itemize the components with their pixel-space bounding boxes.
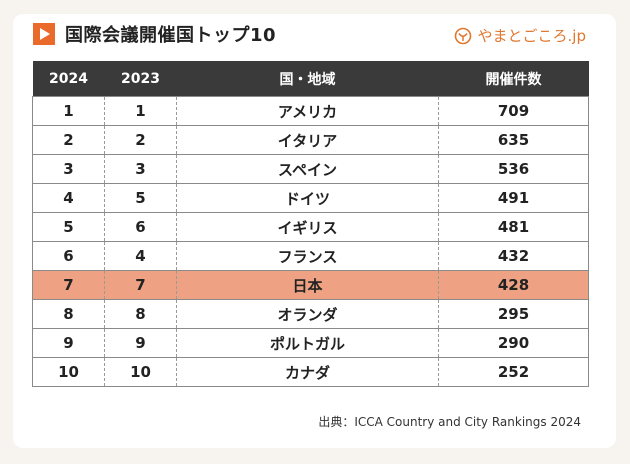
cell-rank-2023: 4 [104, 241, 177, 271]
cell-country: カナダ [176, 357, 439, 387]
cell-count: 481 [438, 212, 589, 242]
cell-count: 252 [438, 357, 589, 387]
cell-rank-2023: 7 [104, 270, 177, 300]
cell-rank-2024: 8 [32, 299, 105, 329]
cell-count: 295 [438, 299, 589, 329]
header-2023: 2023 [104, 61, 177, 97]
header-count: 開催件数 [438, 61, 589, 97]
table-row: 1 1 アメリカ 709 [32, 96, 589, 126]
cell-rank-2023: 1 [104, 96, 177, 126]
table-row: 3 3 スペイン 536 [32, 154, 589, 184]
cell-rank-2023: 10 [104, 357, 177, 387]
table-row: 10 10 カナダ 252 [32, 357, 589, 387]
table-row: 2 2 イタリア 635 [32, 125, 589, 155]
cell-count: 635 [438, 125, 589, 155]
cell-rank-2023: 5 [104, 183, 177, 213]
table-row: 6 4 フランス 432 [32, 241, 589, 271]
table-row: 4 5 ドイツ 491 [32, 183, 589, 213]
yamatogokoro-logo-icon [454, 27, 472, 45]
table-row: 5 6 イギリス 481 [32, 212, 589, 242]
cell-rank-2024: 6 [32, 241, 105, 271]
cell-country: ポルトガル [176, 328, 439, 358]
cell-rank-2024: 4 [32, 183, 105, 213]
cell-count: 536 [438, 154, 589, 184]
cell-count: 428 [438, 270, 589, 300]
ranking-table: 2024 2023 国・地域 開催件数 1 1 アメリカ 709 2 2 イタリア 635 3 3… [32, 61, 589, 387]
cell-country: フランス [176, 241, 439, 271]
cell-count: 290 [438, 328, 589, 358]
cell-country: イタリア [176, 125, 439, 155]
cell-rank-2023: 2 [104, 125, 177, 155]
cell-count: 491 [438, 183, 589, 213]
cell-rank-2023: 9 [104, 328, 177, 358]
cell-count: 709 [438, 96, 589, 126]
cell-rank-2024: 9 [32, 328, 105, 358]
cell-count: 432 [438, 241, 589, 271]
header-2024: 2024 [32, 61, 105, 97]
cell-rank-2024: 3 [32, 154, 105, 184]
cell-rank-2024: 7 [32, 270, 105, 300]
cell-rank-2024: 5 [32, 212, 105, 242]
brand-text: やまとごころ.jp [477, 27, 586, 45]
table-row: 9 9 ポルトガル 290 [32, 328, 589, 358]
cell-rank-2024: 10 [32, 357, 105, 387]
page-title: 国際会議開催国トップ10 [65, 25, 277, 46]
cell-country: スペイン [176, 154, 439, 184]
cell-rank-2023: 6 [104, 212, 177, 242]
play-icon [33, 23, 55, 45]
cell-rank-2023: 8 [104, 299, 177, 329]
header-country: 国・地域 [176, 61, 439, 97]
cell-country: アメリカ [176, 96, 439, 126]
cell-country: ドイツ [176, 183, 439, 213]
cell-country: 日本 [176, 270, 439, 300]
table-row: 8 8 オランダ 295 [32, 299, 589, 329]
cell-country: イギリス [176, 212, 439, 242]
cell-rank-2024: 2 [32, 125, 105, 155]
cell-rank-2024: 1 [32, 96, 105, 126]
brand: やまとごころ.jp [454, 25, 586, 46]
source-note: 出典：ICCA Country and City Rankings 2024 [318, 415, 581, 429]
table-row: 7 7 日本 428 [32, 270, 589, 300]
title-row: 国際会議開催国トップ10 [33, 22, 276, 46]
cell-country: オランダ [176, 299, 439, 329]
table-header-row: 2024 2023 国・地域 開催件数 [32, 61, 589, 97]
cell-rank-2023: 3 [104, 154, 177, 184]
